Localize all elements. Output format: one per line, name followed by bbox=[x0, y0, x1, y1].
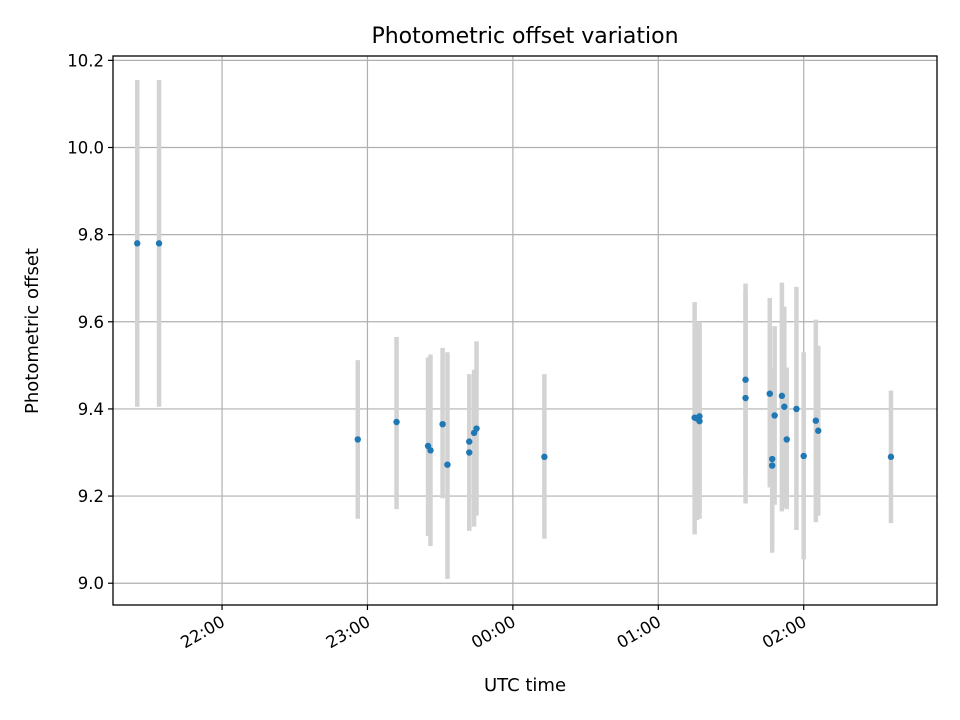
chart-title: Photometric offset variation bbox=[371, 24, 678, 49]
y-tick-label: 10.2 bbox=[67, 51, 104, 70]
x-tick-label: 02:00 bbox=[759, 612, 810, 652]
x-tick-label: 22:00 bbox=[177, 612, 228, 652]
data-point bbox=[696, 413, 703, 420]
data-point bbox=[766, 390, 773, 397]
x-tick-label: 01:00 bbox=[614, 612, 665, 652]
data-point bbox=[812, 417, 820, 424]
data-point bbox=[771, 412, 778, 419]
data-point bbox=[778, 392, 786, 400]
x-tick-label: 00:00 bbox=[468, 612, 519, 652]
data-point bbox=[887, 453, 895, 461]
data-point bbox=[742, 376, 749, 383]
plot-frame bbox=[112, 55, 938, 606]
data-point bbox=[793, 405, 800, 413]
x-axis: 22:00 23:00 00:00 01:00 02:00 bbox=[177, 605, 810, 652]
data-point bbox=[155, 240, 163, 247]
data-point bbox=[354, 436, 361, 443]
data-point bbox=[769, 462, 776, 469]
y-tick-label: 9.0 bbox=[78, 574, 104, 593]
y-tick-label: 10.0 bbox=[67, 139, 104, 158]
data-point bbox=[781, 403, 788, 410]
data-point bbox=[473, 425, 480, 432]
data-point bbox=[783, 436, 790, 443]
data-point bbox=[466, 449, 473, 456]
y-tick-label: 9.2 bbox=[78, 487, 104, 506]
y-axis: 9.0 9.2 9.4 9.6 9.8 10.0 10.2 bbox=[67, 51, 113, 593]
data-points bbox=[134, 240, 895, 469]
data-point bbox=[541, 453, 548, 461]
grid bbox=[113, 56, 937, 605]
data-point bbox=[427, 447, 434, 454]
y-tick-label: 9.4 bbox=[78, 400, 104, 419]
data-point bbox=[815, 427, 822, 434]
data-point bbox=[439, 420, 446, 428]
data-point bbox=[393, 418, 400, 426]
error-bars bbox=[134, 79, 894, 579]
data-point bbox=[696, 417, 703, 425]
data-point bbox=[769, 455, 776, 463]
data-point bbox=[444, 461, 451, 468]
data-point bbox=[134, 240, 141, 247]
y-axis-label: Photometric offset bbox=[22, 248, 43, 414]
data-point bbox=[466, 438, 473, 445]
x-tick-label: 23:00 bbox=[323, 612, 374, 652]
x-axis-label: UTC time bbox=[484, 675, 566, 696]
y-tick-label: 9.8 bbox=[78, 226, 104, 245]
y-tick-label: 9.6 bbox=[78, 313, 104, 332]
data-point bbox=[800, 452, 807, 460]
data-point bbox=[742, 394, 749, 402]
